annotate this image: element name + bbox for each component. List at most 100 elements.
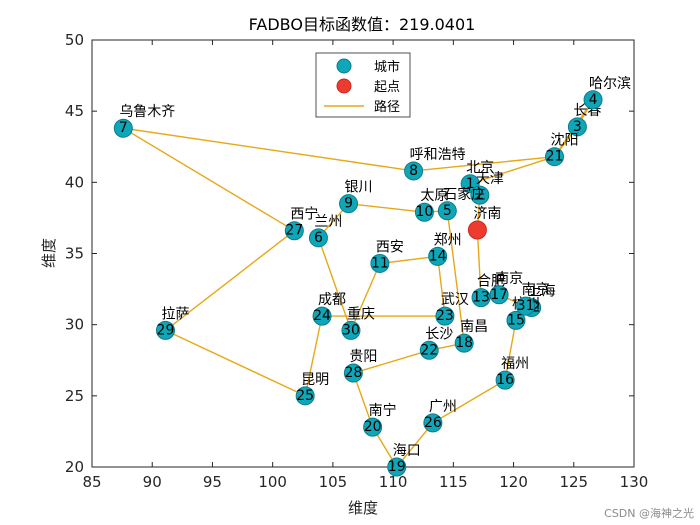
x-tick-label: 110 [379, 473, 408, 491]
city-marker [471, 288, 491, 308]
city-marker [295, 386, 315, 406]
city-name-label: 海口 [393, 443, 421, 459]
x-tick-label: 130 [620, 473, 649, 491]
city-marker [414, 202, 434, 222]
city-marker [284, 221, 304, 241]
city-index-label: 5 [443, 203, 452, 219]
city-index-label: 19 [388, 459, 406, 475]
city-name-label: 成都 [318, 292, 346, 308]
y-tick-label: 50 [65, 31, 84, 49]
start-name-label: 济南 [473, 206, 501, 222]
city-index-label: 14 [429, 248, 447, 264]
x-tick-label: 100 [258, 473, 287, 491]
city-name-label: 上海 [528, 284, 556, 300]
city-marker [437, 201, 457, 221]
city-index-label: 22 [420, 342, 438, 358]
city-name-label: 西宁 [290, 206, 318, 223]
y-tick-label: 45 [65, 102, 84, 120]
y-tick-label: 25 [65, 387, 84, 405]
x-tick-label: 90 [143, 473, 162, 491]
city-index-label: 6 [314, 230, 323, 246]
city-index-label: 21 [546, 149, 564, 165]
legend-label: 起点 [374, 80, 400, 95]
city-name-label: 北京 [466, 160, 494, 176]
city-marker [341, 320, 361, 340]
legend-label: 路径 [374, 99, 400, 115]
city-name-label: 石家庄 [443, 186, 485, 203]
city-index-label: 20 [364, 419, 382, 435]
city-index-label: 1 [466, 176, 475, 192]
x-axis-ticks: 85 90 95 100 105 110 115 120 125 130 [82, 40, 648, 491]
city-index-label: 4 [589, 92, 598, 108]
city-name-label: 银川 [345, 180, 373, 196]
city-marker [545, 147, 565, 167]
x-tick-label: 120 [499, 473, 528, 491]
city-index-label: 28 [344, 365, 362, 381]
x-tick-label: 95 [203, 473, 222, 491]
city-marker [113, 118, 133, 138]
city-marker [516, 296, 536, 316]
city-point: 1北京 [460, 160, 494, 194]
city-name-label: 重庆 [347, 306, 375, 322]
y-axis-label: 维度 [40, 238, 58, 268]
y-tick-label: 40 [65, 173, 84, 191]
legend-item: 城市 [336, 58, 400, 75]
watermark: CSDN @海神之光 [604, 507, 694, 520]
x-tick-label: 85 [82, 473, 101, 491]
city-marker [155, 320, 175, 340]
city-name-label: 郑州 [434, 232, 462, 248]
city-name-label: 拉萨 [161, 306, 189, 322]
city-index-label: 8 [409, 163, 418, 179]
city-name-label: 南京 [522, 282, 550, 298]
legend-marker [336, 78, 352, 94]
x-tick-label: 105 [319, 473, 348, 491]
chart-title: FADBO目标函数值：219.0401 [249, 15, 476, 34]
city-index-label: 10 [416, 204, 434, 220]
city-index-label: 16 [496, 372, 514, 388]
city-marker [583, 90, 603, 110]
city-index-label: 25 [296, 388, 314, 404]
city-point: 2天津 [470, 171, 504, 205]
city-name-label: 西安 [376, 239, 404, 255]
legend-marker [336, 58, 352, 74]
legend-item: 路径 [324, 99, 400, 115]
legend-item: 起点 [336, 78, 400, 95]
x-tick-label: 125 [559, 473, 588, 491]
city-marker [470, 185, 490, 205]
city-name-label: 太原 [420, 188, 448, 204]
city-marker [308, 228, 328, 248]
city-index-label: 13 [472, 290, 490, 306]
city-index-label: 26 [424, 415, 442, 431]
city-marker [363, 417, 383, 437]
city-marker [454, 333, 474, 353]
city-marker [567, 117, 587, 137]
city-index-label: 30 [342, 322, 360, 338]
city-name-label: 贵阳 [349, 349, 377, 365]
city-index-label: 11 [371, 255, 389, 271]
city-name-label: 哈尔滨 [589, 76, 631, 92]
city-index-label: 27 [285, 223, 303, 239]
city-marker [423, 413, 443, 433]
